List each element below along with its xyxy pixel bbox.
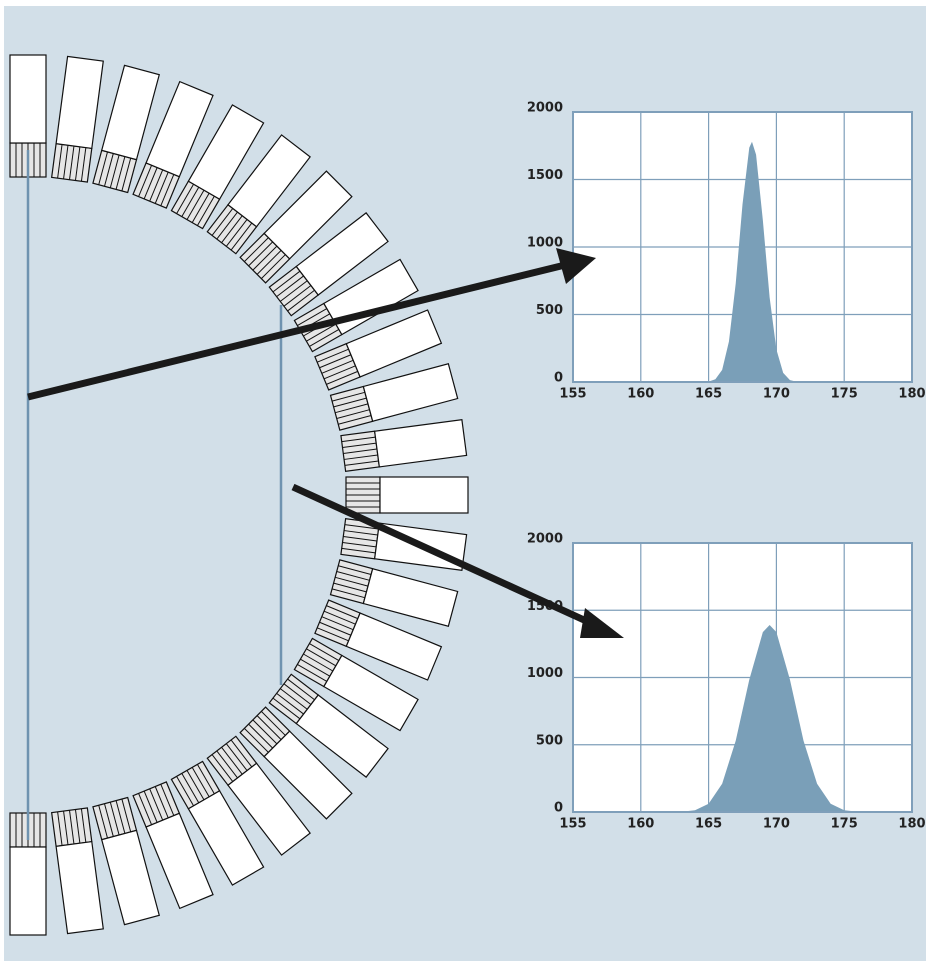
y-tick-label: 1000 bbox=[527, 666, 563, 681]
y-tick-label: 500 bbox=[536, 733, 563, 748]
y-tick-label: 0 bbox=[554, 371, 563, 386]
module bbox=[346, 477, 468, 513]
y-tick-label: 1500 bbox=[527, 168, 563, 183]
y-tick-label: 0 bbox=[554, 801, 563, 816]
module-body bbox=[10, 847, 46, 935]
module-body bbox=[10, 55, 46, 143]
x-tick-label: 165 bbox=[695, 817, 722, 832]
x-tick-label: 160 bbox=[627, 817, 654, 832]
x-tick-label: 155 bbox=[559, 817, 586, 832]
x-tick-label: 175 bbox=[831, 387, 858, 402]
x-tick-label: 155 bbox=[559, 387, 586, 402]
y-tick-label: 2000 bbox=[527, 532, 563, 547]
x-tick-label: 170 bbox=[763, 387, 790, 402]
y-tick-label: 1000 bbox=[527, 236, 563, 251]
x-tick-label: 180 bbox=[898, 817, 925, 832]
y-tick-label: 2000 bbox=[527, 101, 563, 116]
x-tick-label: 175 bbox=[831, 817, 858, 832]
x-tick-label: 180 bbox=[898, 387, 925, 402]
x-tick-label: 160 bbox=[627, 387, 654, 402]
diagram: 0 500 1000 1500 2000 155 160 165 170 175 180 0 500 10… bbox=[0, 0, 932, 967]
page: 0 500 1000 1500 2000 155 160 165 170 175 180 0 500 10… bbox=[0, 0, 932, 967]
x-tick-label: 165 bbox=[695, 387, 722, 402]
x-tick-label: 170 bbox=[763, 817, 790, 832]
y-tick-label: 500 bbox=[536, 303, 563, 318]
module-body bbox=[380, 477, 468, 513]
